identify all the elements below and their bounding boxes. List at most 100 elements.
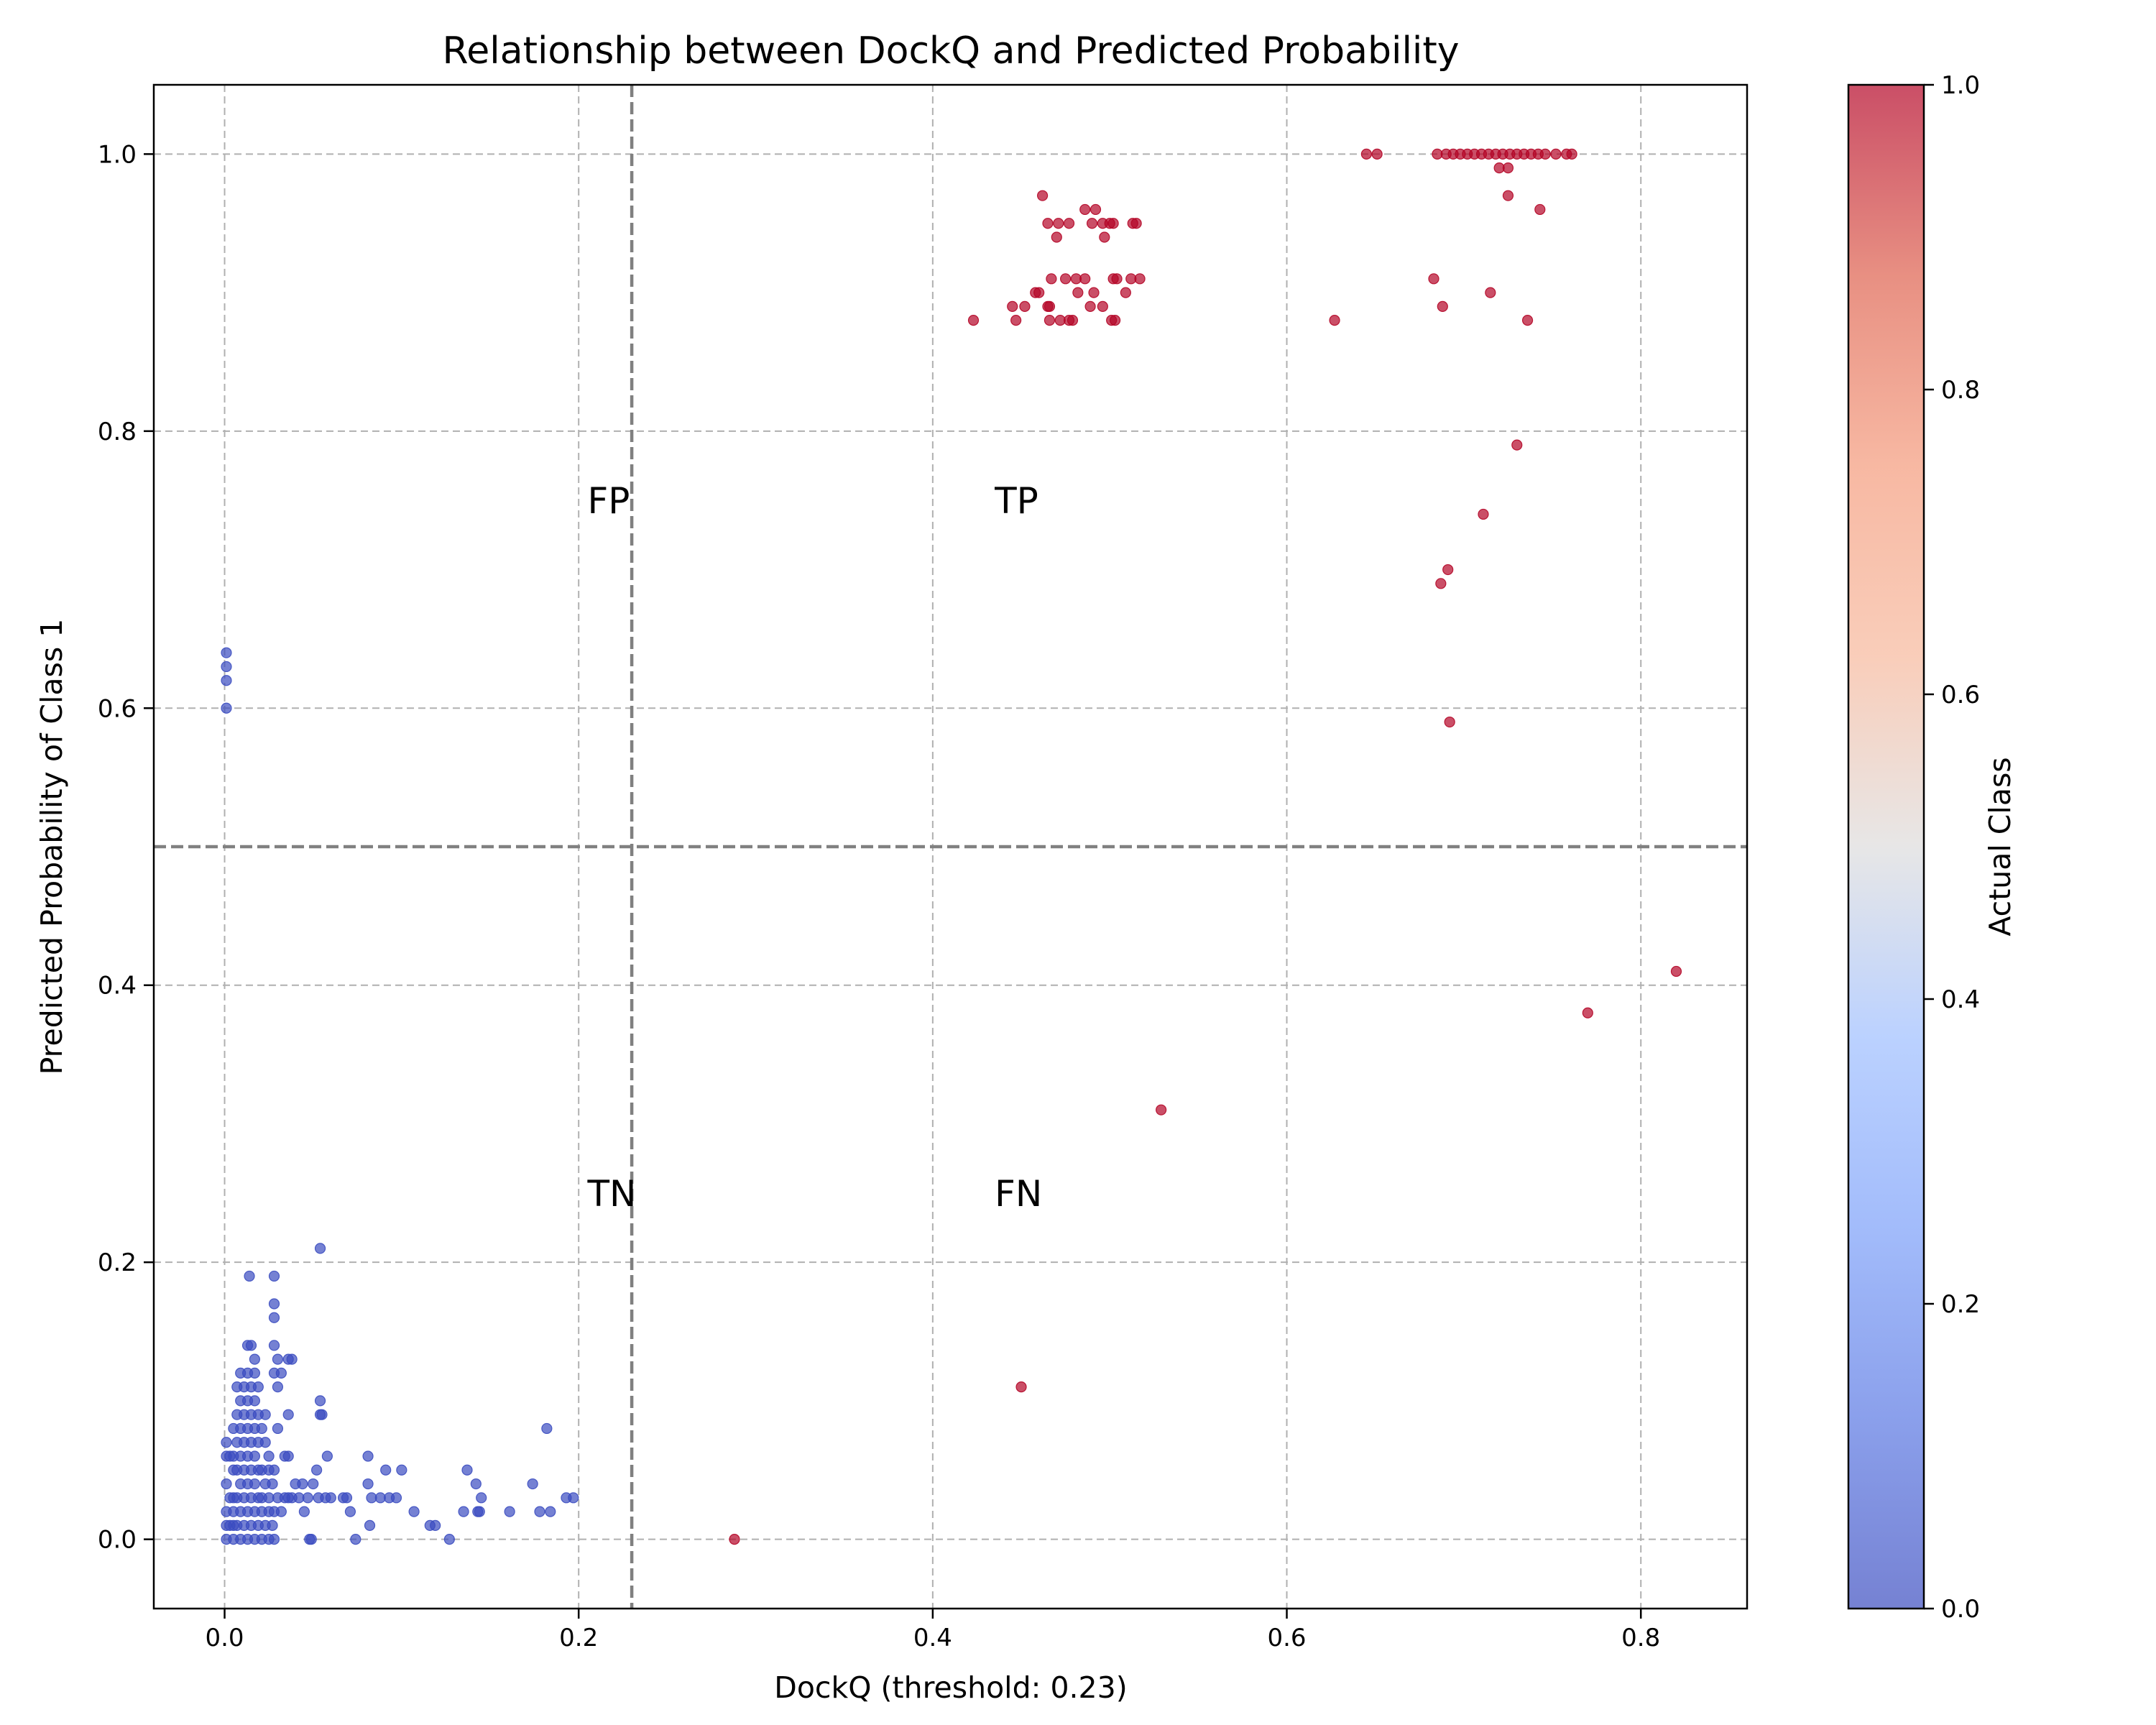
data-point-class-1 [1044, 315, 1056, 326]
data-point-class-1 [1084, 300, 1096, 312]
data-point-class-1 [1042, 218, 1054, 229]
data-point-class-0 [470, 1478, 482, 1490]
quadrant-label-tn: TN [587, 1173, 637, 1215]
data-point-class-1 [1444, 716, 1455, 728]
data-point-class-1 [1089, 203, 1102, 216]
data-point-class-1 [1088, 287, 1100, 298]
data-point-class-0 [272, 1353, 284, 1365]
data-point-class-1 [1099, 231, 1110, 243]
quadrant-label-tp: TP [994, 480, 1038, 522]
data-point-class-1 [1521, 315, 1534, 326]
data-point-class-0 [249, 1353, 261, 1365]
data-point-class-0 [527, 1478, 538, 1490]
x-tick-label: 0.6 [1267, 1624, 1306, 1652]
y-tick-label: 0.8 [98, 418, 137, 446]
data-point-class-0 [396, 1464, 407, 1476]
y-axis-label: Predicted Probability of Class 1 [34, 619, 69, 1075]
data-point-class-0 [325, 1492, 336, 1504]
data-point-class-1 [1485, 287, 1496, 298]
data-point-class-0 [259, 1437, 271, 1448]
data-point-class-1 [1079, 273, 1091, 285]
quadrant-label-fp: FP [588, 480, 630, 522]
data-point-class-1 [1111, 273, 1123, 285]
data-point-class-1 [1371, 148, 1383, 160]
data-point-class-1 [1044, 300, 1056, 312]
data-point-class-1 [1478, 508, 1489, 520]
data-point-class-1 [1534, 203, 1546, 216]
data-point-class-0 [545, 1506, 556, 1517]
data-point-class-0 [221, 675, 232, 686]
colorbar-tick-label: 1.0 [1941, 71, 1980, 100]
colorbar-tick-label: 0.2 [1941, 1290, 1980, 1319]
data-point-class-0 [272, 1422, 284, 1435]
data-point-class-1 [1007, 300, 1018, 312]
data-point-class-1 [1063, 218, 1075, 229]
data-point-class-1 [729, 1534, 740, 1545]
data-point-class-1 [1511, 439, 1523, 451]
data-point-class-1 [1502, 162, 1514, 174]
data-point-class-1 [967, 315, 980, 326]
data-point-class-1 [1539, 148, 1551, 160]
colorbar-label: Actual Class [1983, 757, 2017, 936]
data-point-class-0 [380, 1464, 392, 1476]
data-point-class-0 [458, 1506, 469, 1517]
colorbar-tick-label: 0.0 [1941, 1595, 1980, 1624]
colorbar-tick-label: 0.6 [1941, 681, 1980, 709]
data-point-class-0 [474, 1506, 485, 1517]
data-point-class-0 [341, 1492, 353, 1504]
data-point-class-1 [1502, 190, 1514, 201]
data-point-class-0 [362, 1450, 374, 1462]
data-point-class-0 [362, 1478, 374, 1490]
data-point-class-0 [282, 1409, 294, 1420]
data-point-class-0 [268, 1298, 280, 1310]
data-point-class-0 [282, 1450, 294, 1462]
data-point-class-1 [1051, 231, 1062, 243]
y-tick-label: 0.0 [98, 1526, 137, 1555]
plot-frame [152, 83, 1749, 1610]
y-tick-label: 1.0 [98, 140, 137, 169]
data-point-class-1 [1036, 190, 1049, 201]
data-point-class-1 [1053, 218, 1064, 229]
data-point-class-0 [297, 1478, 308, 1490]
data-point-class-1 [1437, 300, 1448, 312]
data-point-class-0 [221, 647, 232, 658]
data-point-class-0 [364, 1519, 376, 1531]
data-point-class-0 [268, 1340, 280, 1351]
data-point-class-0 [408, 1506, 420, 1517]
data-point-class-1 [1550, 148, 1562, 160]
data-point-class-0 [272, 1381, 284, 1393]
data-point-class-1 [1670, 965, 1682, 978]
data-point-class-1 [1435, 578, 1447, 589]
data-point-class-0 [221, 661, 232, 673]
data-point-class-1 [1130, 218, 1142, 229]
x-axis-ticks: 0.0 0.2 0.4 0.6 0.8 [205, 1609, 1660, 1652]
chart-title: Relationship between DockQ and Predicted… [442, 29, 1459, 73]
data-point-class-0 [302, 1492, 313, 1504]
data-point-class-0 [443, 1534, 455, 1545]
colorbar-tick-label: 0.8 [1941, 376, 1980, 405]
x-tick-label: 0.8 [1621, 1624, 1660, 1652]
data-point-class-1 [1329, 315, 1340, 326]
data-point-class-1 [1134, 273, 1146, 285]
data-point-class-1 [1067, 315, 1079, 326]
data-point-class-0 [252, 1381, 264, 1393]
y-tick-label: 0.2 [98, 1248, 137, 1277]
data-point-class-0 [344, 1506, 356, 1517]
data-point-class-0 [245, 1340, 257, 1351]
data-points [221, 148, 1682, 1545]
data-point-class-1 [1156, 1104, 1167, 1116]
data-point-class-0 [316, 1409, 328, 1420]
data-point-class-1 [1046, 273, 1057, 285]
data-point-class-0 [259, 1409, 271, 1420]
quadrant-labels: FP TP TN FN [587, 480, 1043, 1215]
data-point-class-0 [221, 702, 232, 714]
threshold-lines [154, 85, 1747, 1609]
data-point-class-0 [268, 1534, 280, 1545]
data-point-class-0 [305, 1534, 317, 1545]
data-point-class-0 [249, 1478, 261, 1490]
colorbar-gradient [1847, 83, 1925, 1610]
data-point-class-0 [268, 1312, 280, 1323]
data-point-class-0 [256, 1422, 267, 1435]
data-point-class-1 [1582, 1007, 1593, 1018]
